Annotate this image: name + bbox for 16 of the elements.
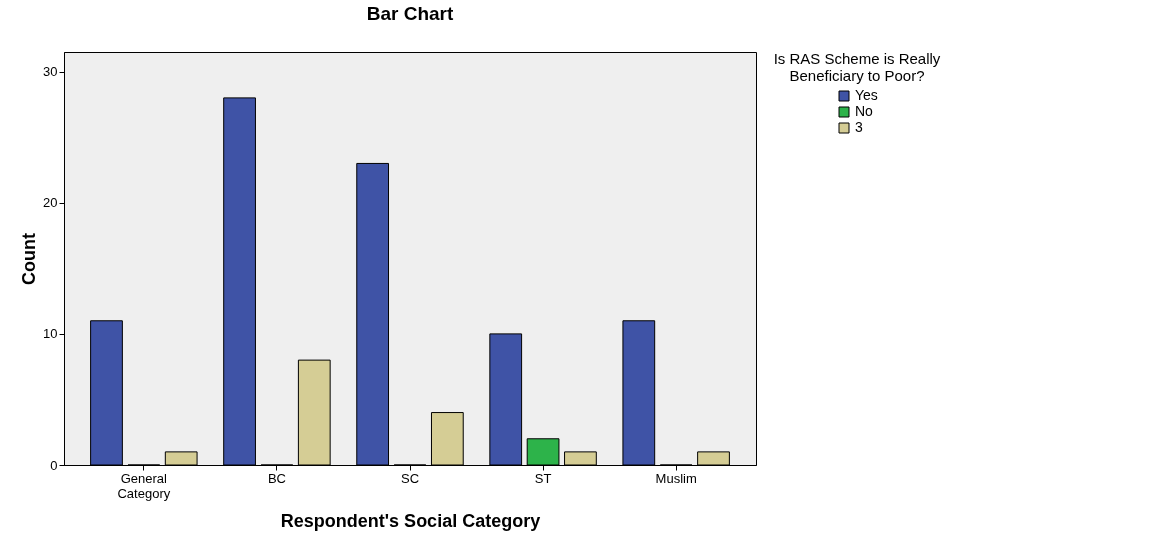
legend-label: Yes (855, 87, 878, 103)
x-tick-label: SC (400, 470, 420, 486)
y-tick-label: 0 (50, 457, 58, 473)
legend-label: No (855, 103, 874, 119)
x-tick-label: BC (267, 470, 286, 486)
x-tick-label: ST (534, 470, 552, 486)
y-tick-label: 30 (43, 64, 58, 80)
x-tick-label: Muslim (655, 470, 697, 486)
y-tick-label: 10 (43, 326, 58, 342)
y-axis-title: Count (19, 233, 40, 285)
y-tick-label: 20 (43, 195, 58, 211)
x-axis-title: Respondent's Social Category (280, 510, 541, 531)
legend-label: 3 (855, 119, 863, 135)
chart-title: Bar Chart (366, 3, 454, 24)
x-tick-label: General Category (117, 470, 171, 501)
legend-title: Is RAS Scheme is Really Beneficiary to Poor? (773, 50, 941, 84)
